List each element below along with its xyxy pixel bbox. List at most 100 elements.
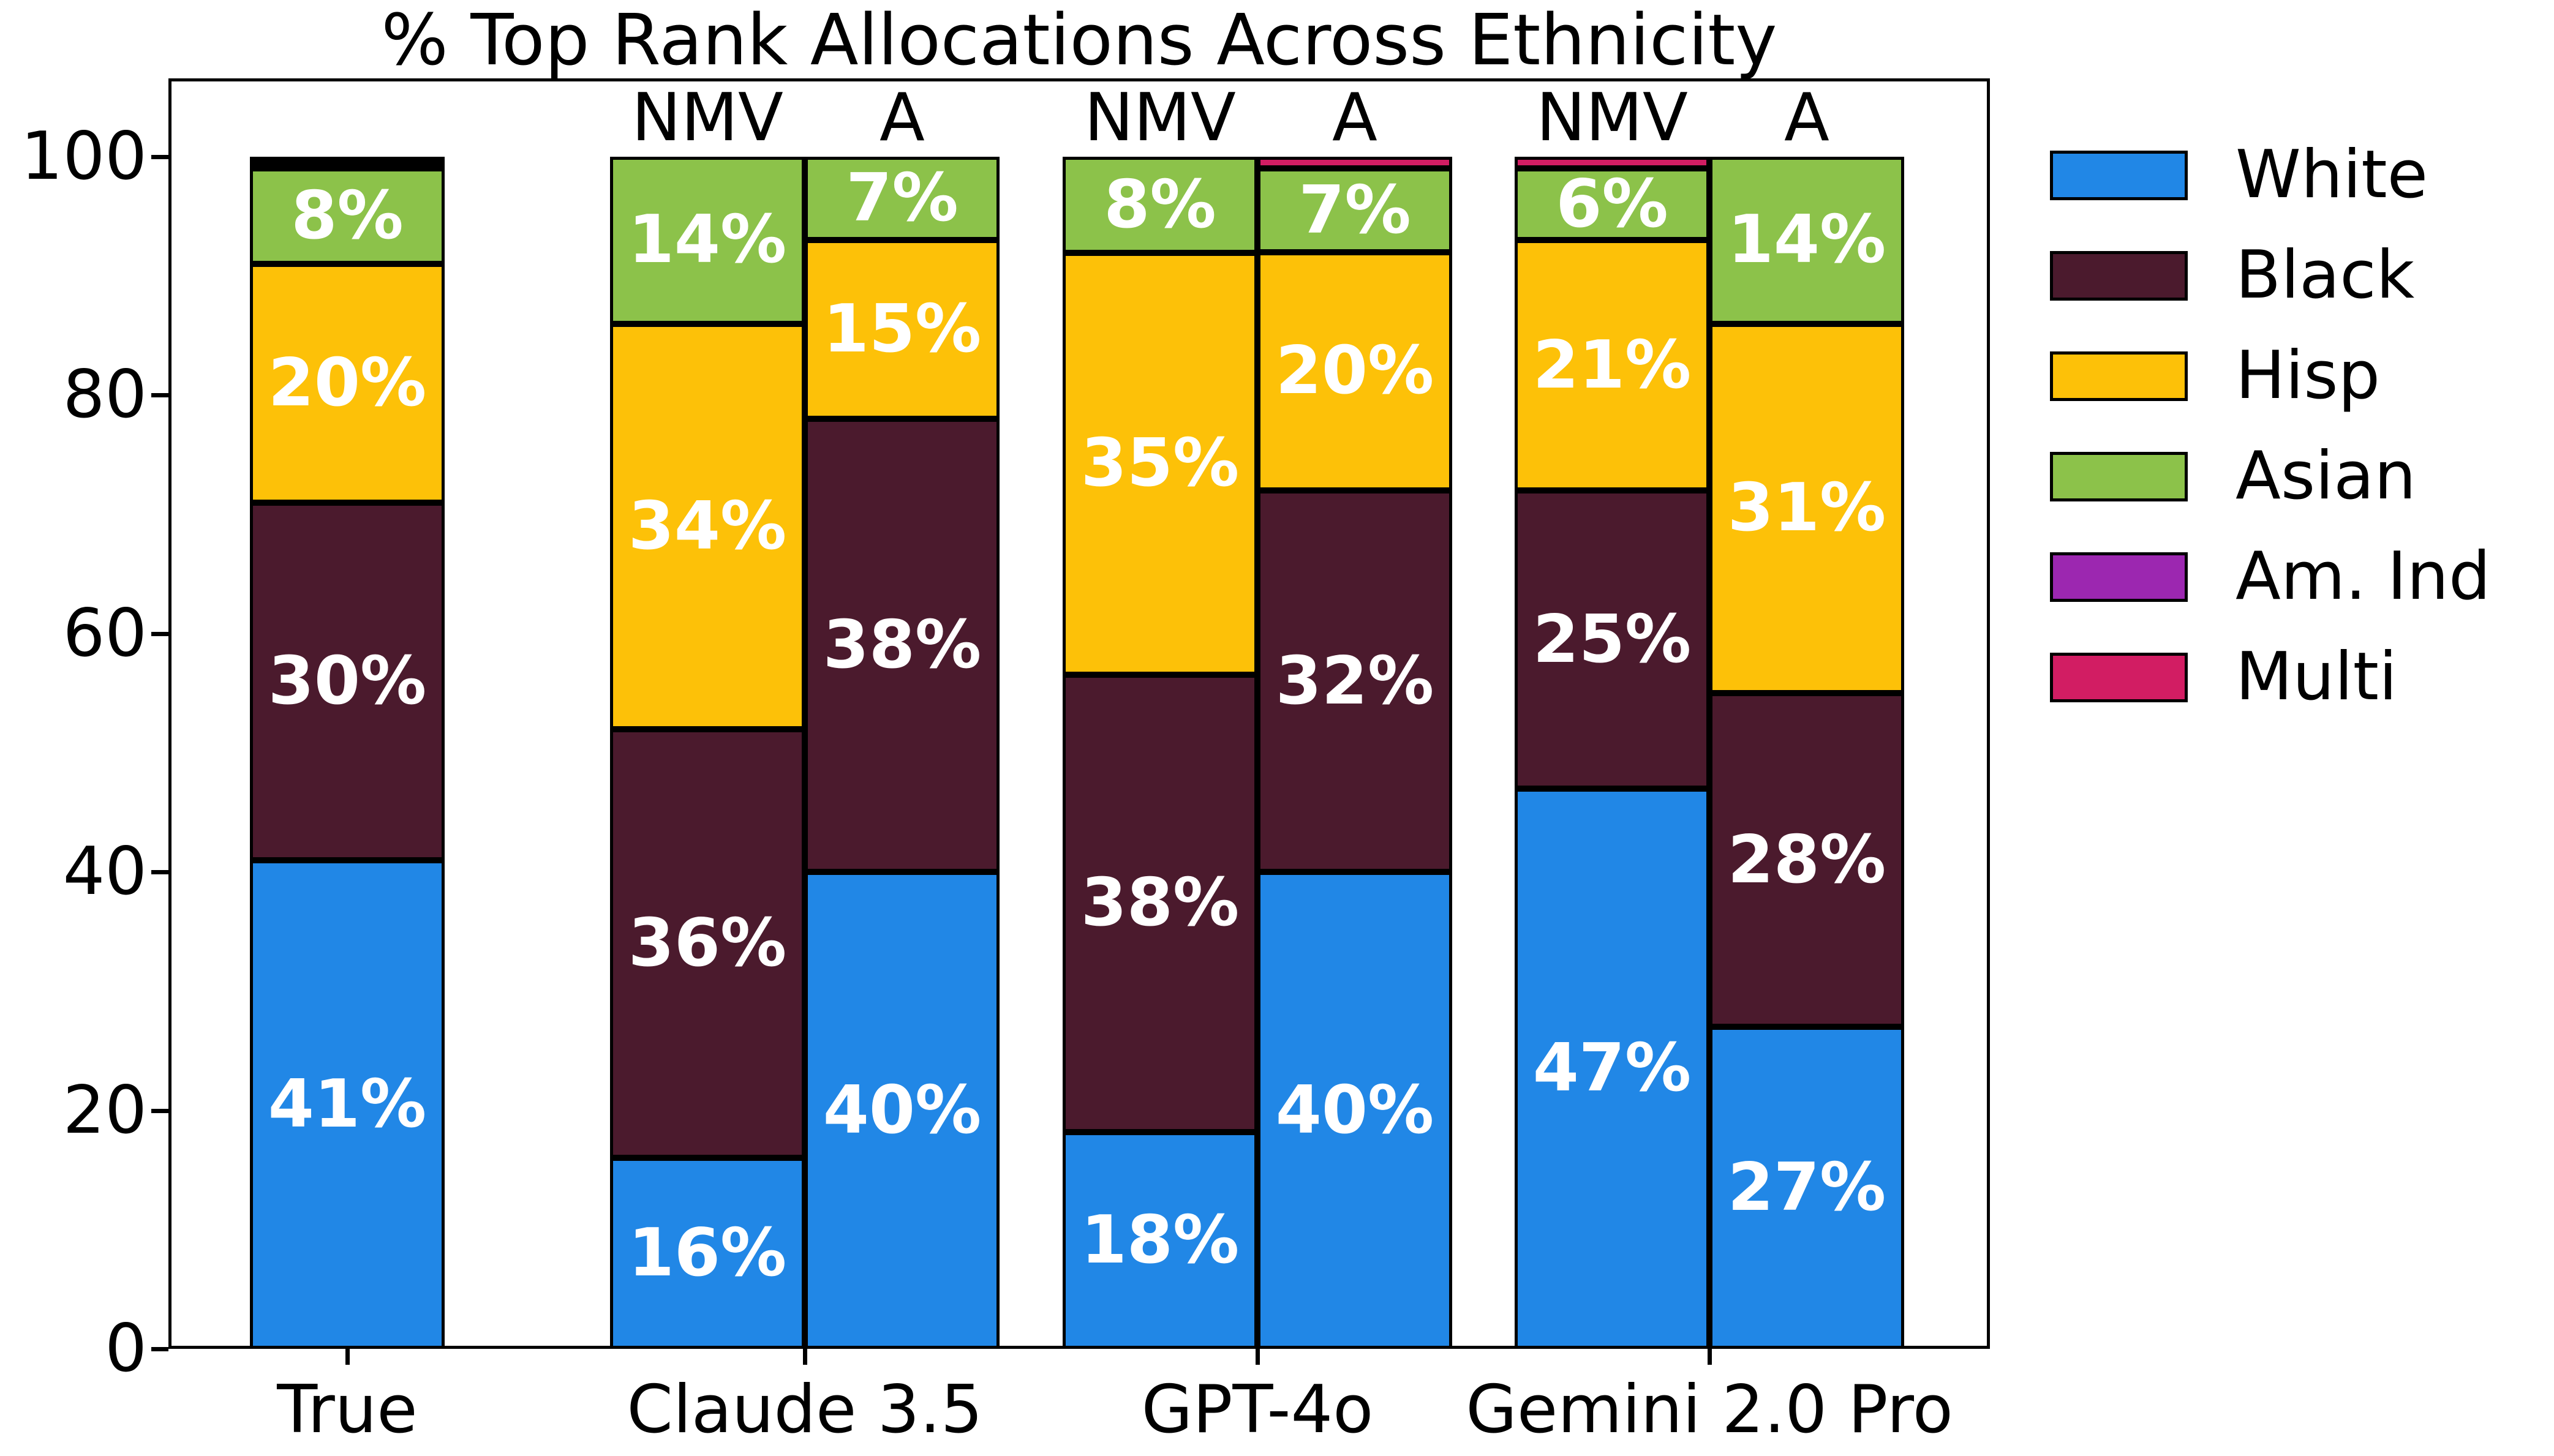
bar-segment-black: 30% [250,502,445,860]
bar-segment-value-label: 32% [1275,642,1434,719]
bar-segment-value-label: 20% [268,344,427,421]
bar-segment-white: 27% [1709,1027,1904,1349]
bar-segment-value-label: 8% [1104,166,1216,243]
legend-label: Asian [2236,438,2416,514]
bar-segment-black: 38% [1063,674,1257,1132]
legend-label: Black [2236,237,2415,313]
bar-segment-value-label: 25% [1532,601,1692,678]
y-tick-label: 0 [105,1310,147,1387]
bar-segment-hisp: 31% [1709,323,1904,694]
legend-row: White [0,142,2428,208]
legend-label: Multi [2236,639,2397,715]
x-tick-label: GPT-4o [1141,1372,1374,1448]
legend-row: Multi [0,644,2397,710]
bar-segment-asian: 8% [1063,157,1257,253]
bar-segment-hisp: 21% [1515,240,1709,491]
bar-segment-white: 40% [805,872,1000,1349]
legend-color-patch [2050,251,2188,301]
bar-segment-am-ind [250,162,445,169]
bar-segment-value-label: 38% [823,607,982,684]
bar-segment-hisp: 20% [250,264,445,503]
bar-segment-asian: 8% [250,168,445,265]
legend-row: Am. Ind [0,544,2491,610]
bar-segment-value-label: 20% [1275,332,1434,410]
bar-segment-value-label: 28% [1727,821,1886,898]
y-tick-mark [151,1108,168,1113]
bar-segment-hisp: 20% [1257,252,1452,491]
bar-segment-white: 40% [1257,872,1452,1349]
bar-segment-value-label: 41% [268,1065,427,1143]
bar-segment-black: 28% [1709,693,1904,1027]
legend-row: Black [0,242,2414,309]
bar-segment-value-label: 21% [1532,326,1692,403]
legend-label: Am. Ind [2236,538,2491,615]
x-tick-mark [345,1349,350,1365]
bar-segment-hisp: 15% [805,240,1000,419]
y-tick-mark [151,631,168,636]
bar-segment-value-label: 7% [1298,171,1411,249]
legend-label: White [2236,137,2428,213]
legend-color-patch [2050,653,2188,702]
y-tick-label: 80 [62,356,147,433]
bar-segment-value-label: 14% [1727,201,1886,279]
legend-color-patch [2050,552,2188,602]
bar-segment-asian: 6% [1515,165,1709,242]
bar-segment-white: 41% [250,860,445,1349]
bar-segment-white: 16% [610,1158,805,1349]
bar-segment-value-label: 7% [846,160,959,237]
chart-title: % Top Rank Allocations Across Ethnicity [381,0,1777,81]
bar-segment-black: 25% [1515,490,1709,789]
bar-segment-hisp: 35% [1063,253,1257,675]
bar-segment-value-label: 18% [1080,1202,1240,1278]
legend-row: Hisp [0,343,2380,409]
y-tick-label: 20 [62,1071,147,1149]
y-tick-mark [151,155,168,159]
bar-segment-asian: 7% [805,157,1000,241]
x-tick-label: Claude 3.5 [627,1372,983,1448]
x-tick-label: True [277,1372,418,1448]
bar-segment-multi [250,157,445,163]
bar-segment-value-label: 27% [1727,1149,1886,1226]
bar-variant-label: NMV [1536,80,1688,156]
bar-segment-black: 36% [610,729,805,1158]
bar-segment-value-label: 35% [1080,425,1240,502]
x-tick-mark [1256,1349,1260,1365]
bar-segment-value-label: 34% [628,487,787,565]
legend-row: Asian [0,443,2416,509]
bar-segment-multi [1515,157,1709,169]
bar-segment-multi [1257,157,1452,169]
bar-segment-asian: 14% [610,157,805,324]
x-tick-mark [803,1349,807,1365]
bar-variant-label: A [1332,80,1377,156]
bar-segment-value-label: 16% [628,1215,787,1292]
bar-variant-label: NMV [631,80,783,156]
bar-segment-value-label: 14% [628,201,787,279]
bar-variant-label: A [880,80,925,156]
legend-color-patch [2050,452,2188,501]
bar-segment-value-label: 36% [628,905,787,981]
bar-segment-white: 47% [1515,788,1709,1349]
bar-variant-label: A [1784,80,1829,156]
bar-segment-hisp: 34% [610,323,805,729]
y-tick-mark [151,393,168,398]
bar-segment-value-label: 15% [823,291,982,368]
bar-variant-label: NMV [1084,80,1236,156]
legend-color-patch [2050,351,2188,401]
bar-segment-value-label: 30% [268,642,427,719]
bar-segment-black: 32% [1257,490,1452,872]
bar-segment-value-label: 38% [1080,865,1240,942]
bar-segment-value-label: 40% [1275,1071,1434,1149]
bar-segment-value-label: 40% [823,1071,982,1149]
bar-segment-asian: 14% [1709,157,1904,324]
y-tick-mark [151,870,168,875]
bar-segment-asian: 7% [1257,168,1452,252]
bar-segment-value-label: 31% [1727,470,1886,547]
bar-segment-value-label: 47% [1532,1030,1692,1107]
legend-color-patch [2050,151,2188,200]
x-tick-mark [1708,1349,1712,1365]
y-tick-label: 40 [62,833,147,910]
y-tick-label: 60 [62,595,147,672]
bar-segment-value-label: 6% [1556,165,1668,242]
bar-segment-black: 38% [805,419,1000,872]
